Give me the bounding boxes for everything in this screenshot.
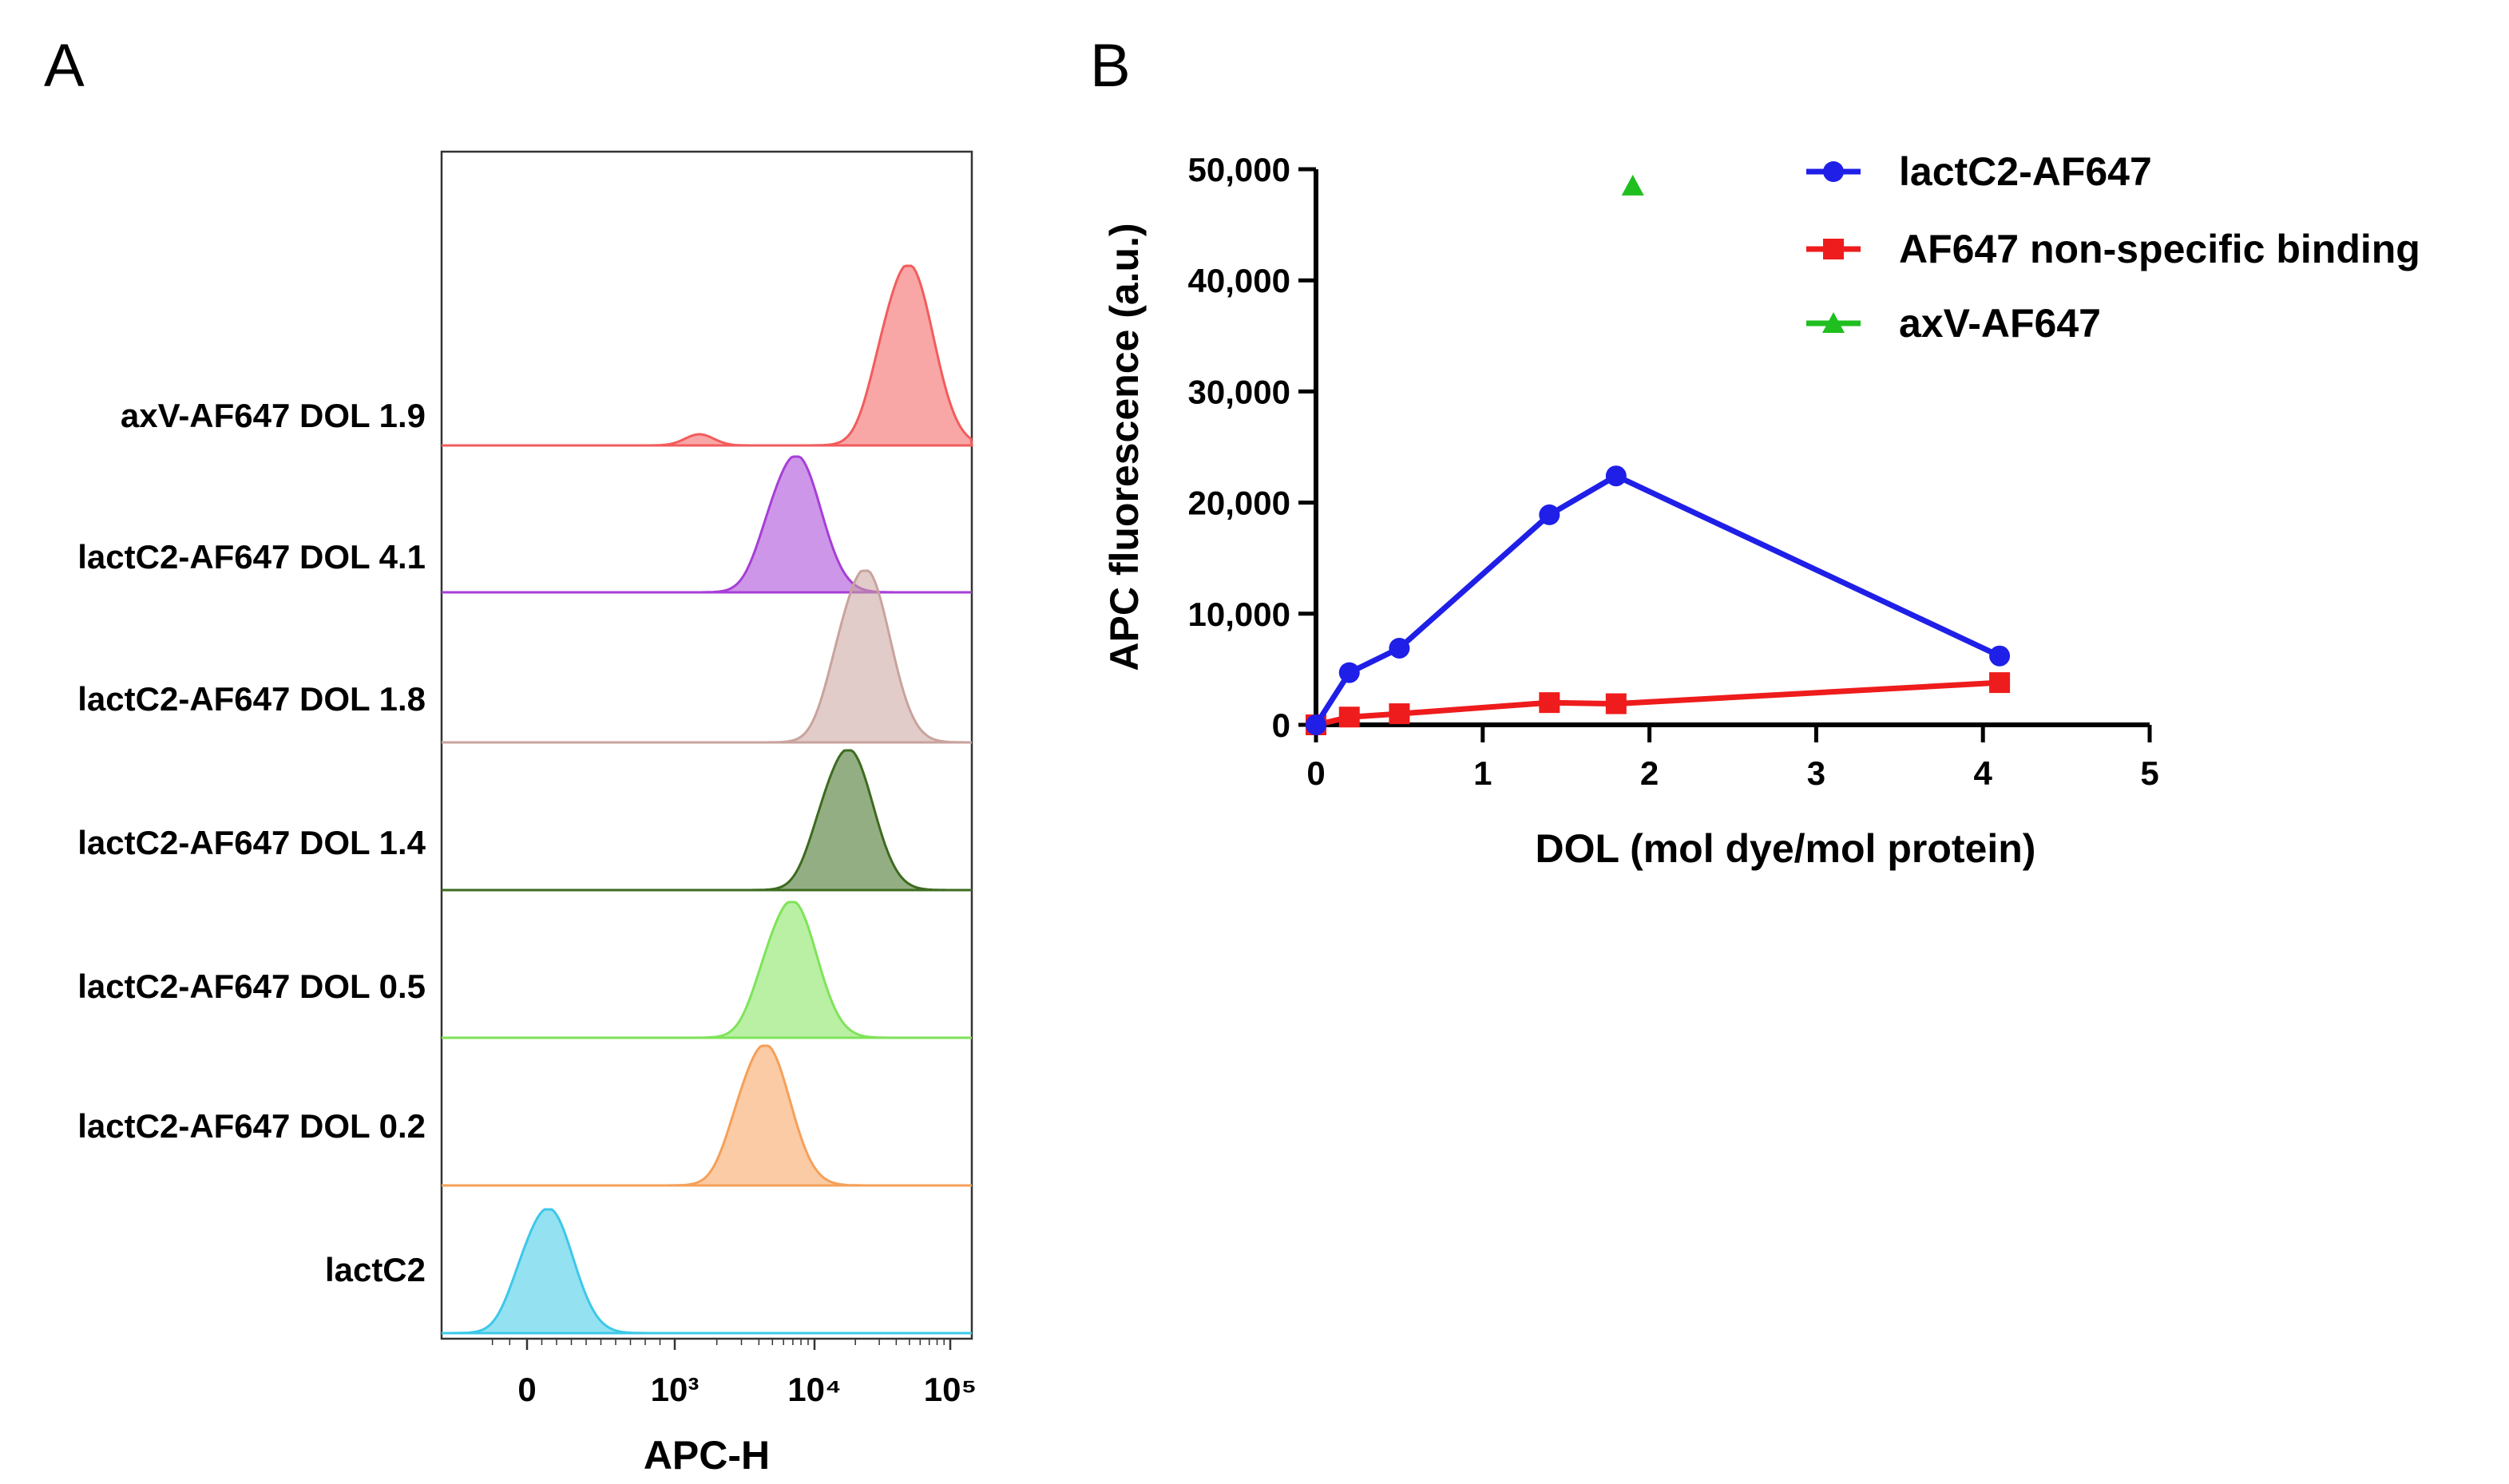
histogram-row-labels: axV-AF647 DOL 1.9 lactC2-AF647 DOL 4.1 lac… bbox=[77, 397, 426, 1288]
histogram-row-axv-af647-dol-1-9 bbox=[442, 264, 973, 447]
panel-letter-a: A bbox=[44, 32, 85, 100]
histogram-frame bbox=[440, 150, 973, 1340]
histogram-curve bbox=[442, 1044, 972, 1187]
line-chart-series bbox=[1306, 174, 2011, 735]
legend-marker bbox=[1823, 239, 1844, 259]
histogram-x-tick-label: 10⁵ bbox=[924, 1371, 977, 1408]
histogram-row-label: lactC2-AF647 DOL 1.8 bbox=[77, 680, 426, 718]
legend-label: lactC2-AF647 bbox=[1899, 149, 2152, 194]
line-chart-x-axis-title: DOL (mol dye/mol protein) bbox=[1536, 826, 2036, 871]
histogram-curve bbox=[442, 900, 972, 1039]
x-tick-label: 3 bbox=[1807, 754, 1825, 792]
histogram-row-lactc2-af647-dol-1-8 bbox=[442, 569, 972, 744]
data-point bbox=[1605, 693, 1627, 714]
histogram-row-label: lactC2-AF647 DOL 0.5 bbox=[77, 968, 426, 1005]
data-point bbox=[1338, 662, 1360, 683]
histogram-row-lactc2-af647-dol-4-1 bbox=[442, 455, 972, 594]
histogram-row-label: axV-AF647 DOL 1.9 bbox=[121, 397, 426, 434]
histogram-row-lactc2-af647-dol-1-4 bbox=[442, 749, 972, 892]
histogram-curve bbox=[442, 749, 972, 892]
data-point bbox=[1389, 637, 1410, 659]
data-point bbox=[1989, 672, 2011, 694]
histogram-row-label: lactC2 bbox=[325, 1251, 426, 1288]
histogram-row-lactc2-af647-dol-0-2 bbox=[442, 1044, 972, 1187]
histogram-row-label: lactC2-AF647 DOL 0.2 bbox=[77, 1107, 426, 1145]
histogram-x-tick-label: 10³ bbox=[651, 1371, 700, 1408]
histogram-curve bbox=[442, 1208, 972, 1335]
x-tick-label: 2 bbox=[1640, 754, 1659, 792]
data-point bbox=[1989, 645, 2011, 667]
histogram-x-tick-label: 0 bbox=[517, 1371, 536, 1408]
y-tick-label: 30,000 bbox=[1188, 373, 1290, 410]
histogram-row-lactc2 bbox=[442, 1208, 972, 1335]
series-line bbox=[1315, 679, 2000, 728]
histogram-row-label: lactC2-AF647 DOL 1.4 bbox=[77, 824, 426, 861]
histogram-curve bbox=[442, 455, 972, 594]
histogram-x-ticks: 0 10³ 10⁴ 10⁵ bbox=[491, 1339, 977, 1408]
line-chart-ticks: 0 10,000 20,000 30,000 40,000 50,000 0 1 2 3 4 5 bbox=[1188, 151, 2159, 792]
line-chart-axes bbox=[1314, 169, 2150, 727]
histogram-x-tick-label: 10⁴ bbox=[787, 1371, 842, 1408]
histogram-curve bbox=[442, 264, 973, 447]
data-point bbox=[1539, 504, 1560, 525]
legend-item: axV-AF647 bbox=[1806, 301, 2101, 346]
line-chart-panel-b: 0 10,000 20,000 30,000 40,000 50,000 0 1 2 3 4 5 DO… bbox=[1102, 149, 2420, 871]
histogram-x-axis-title: APC-H bbox=[644, 1433, 770, 1478]
data-point bbox=[1306, 714, 1326, 735]
legend-marker bbox=[1823, 161, 1844, 182]
y-tick-label: 50,000 bbox=[1188, 151, 1290, 188]
y-tick-label: 0 bbox=[1272, 706, 1290, 744]
line-chart-legend: lactC2-AF647 AF647 non-specific binding ax… bbox=[1806, 149, 2420, 346]
data-point bbox=[1389, 703, 1410, 725]
legend-label: AF647 non-specific binding bbox=[1899, 227, 2420, 271]
histogram-row-label: lactC2-AF647 DOL 4.1 bbox=[77, 538, 426, 576]
histogram-panel-a: axV-AF647 DOL 1.9 lactC2-AF647 DOL 4.1 lac… bbox=[77, 150, 977, 1478]
y-tick-label: 10,000 bbox=[1188, 596, 1290, 633]
data-point bbox=[1621, 174, 1644, 196]
histogram-rows bbox=[442, 264, 973, 1335]
x-tick-label: 0 bbox=[1306, 754, 1325, 792]
legend-item: lactC2-AF647 bbox=[1806, 149, 2152, 194]
line-chart-y-axis-title: APC fluorescence (a.u.) bbox=[1102, 223, 1147, 671]
legend-marker bbox=[1822, 312, 1845, 333]
legend-label: axV-AF647 bbox=[1899, 301, 2101, 346]
data-point bbox=[1539, 692, 1560, 714]
panel-letter-b: B bbox=[1090, 32, 1131, 100]
x-tick-label: 1 bbox=[1473, 754, 1492, 792]
legend-item: AF647 non-specific binding bbox=[1806, 227, 2420, 271]
x-tick-label: 4 bbox=[1974, 754, 1993, 792]
y-tick-label: 20,000 bbox=[1188, 485, 1290, 522]
histogram-row-lactc2-af647-dol-0-5 bbox=[442, 900, 972, 1039]
histogram-curve bbox=[442, 569, 972, 744]
data-point bbox=[1338, 706, 1360, 728]
data-point bbox=[1605, 465, 1627, 487]
y-tick-label: 40,000 bbox=[1188, 262, 1290, 299]
x-tick-label: 5 bbox=[2140, 754, 2158, 792]
series-lactc2-af647 bbox=[1306, 465, 2011, 735]
series-axv-af647 bbox=[1621, 174, 1644, 196]
